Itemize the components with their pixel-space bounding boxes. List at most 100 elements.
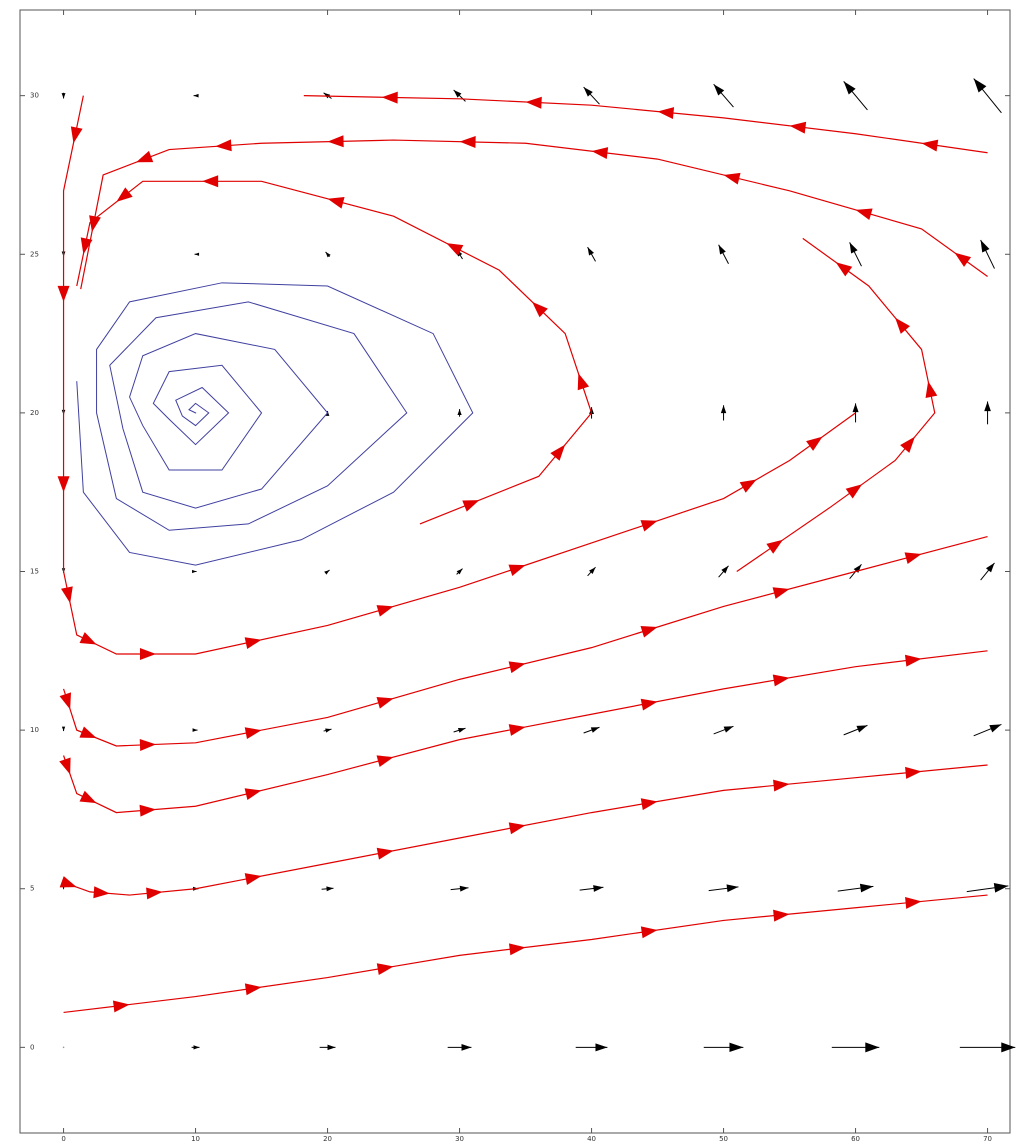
field-head: [1001, 1042, 1016, 1053]
field-head: [453, 89, 462, 98]
field-head: [325, 728, 332, 733]
stream-arrowhead: [376, 605, 394, 617]
field-head: [852, 403, 859, 413]
field-arrow: [713, 83, 734, 108]
stream-arrowhead: [244, 983, 262, 996]
field-arrow: [703, 1042, 744, 1053]
field-arrow: [321, 886, 334, 892]
stream-arrowhead: [508, 564, 526, 576]
field-arrow: [575, 1043, 608, 1052]
stream-arrowhead: [244, 788, 262, 800]
stream-arrowhead: [139, 804, 156, 817]
x-tick-label: 50: [719, 1135, 728, 1143]
field-head: [849, 242, 858, 254]
stream-arrowhead: [146, 887, 163, 900]
field-arrow: [62, 1046, 65, 1049]
y-tick-label: 5: [30, 885, 34, 893]
x-tick-label: 0: [61, 1135, 65, 1143]
field-head: [856, 725, 868, 733]
stream-arrowhead: [376, 755, 394, 767]
stream-arrowhead: [723, 172, 741, 185]
field-arrow: [447, 1043, 472, 1051]
field-head: [193, 1045, 200, 1050]
stream-arrowhead: [532, 301, 548, 318]
field-head: [985, 562, 995, 573]
field-arrow: [194, 252, 200, 256]
stream-arrowhead: [59, 692, 71, 710]
field-arrow: [708, 884, 739, 893]
stream-arrowhead: [900, 436, 915, 453]
stream-arrowhead: [904, 552, 922, 564]
stream-arrowhead: [508, 822, 526, 835]
field-arrow: [323, 728, 332, 733]
stream-arrowhead: [136, 150, 154, 163]
field-arrow: [713, 725, 734, 735]
field-arrow: [831, 1042, 880, 1053]
y-tick-label: 0: [30, 1043, 34, 1051]
field-head: [459, 885, 469, 892]
field-head: [192, 569, 197, 574]
field-arrow: [718, 565, 729, 578]
stream-arrowhead: [640, 798, 658, 811]
field-arrow: [852, 403, 859, 423]
field-arrow: [579, 885, 604, 892]
streamline: [736, 237, 936, 572]
field-arrow: [192, 569, 197, 574]
field-head: [859, 883, 874, 893]
streamline: [62, 95, 856, 655]
y-tick-label: 10: [30, 726, 39, 734]
stream-arrowhead: [79, 790, 97, 804]
field-arrow: [973, 78, 1002, 114]
stream-arrowhead: [766, 539, 783, 554]
streamline: [80, 139, 988, 290]
stream-arrowhead: [139, 647, 156, 660]
stream-arrowhead: [215, 139, 232, 152]
y-tick-label: 30: [30, 92, 39, 100]
stream-arrowhead: [446, 243, 464, 256]
x-tick-label: 30: [455, 1135, 464, 1143]
stream-arrowhead: [640, 520, 658, 532]
stream-arrowhead: [657, 107, 675, 120]
stream-arrowhead: [57, 476, 70, 493]
field-head: [720, 405, 727, 414]
streamline: [63, 894, 988, 1014]
field-head: [461, 1043, 472, 1051]
field-head: [193, 93, 199, 98]
field-head: [713, 84, 725, 96]
stream-arrowhead: [577, 373, 590, 391]
stream-arrowhead: [139, 739, 156, 752]
field-head: [326, 886, 334, 892]
field-head: [593, 885, 604, 892]
stream-arrowhead: [61, 586, 73, 604]
stream-arrowhead: [905, 896, 922, 909]
field-head: [721, 565, 729, 574]
field-arrow: [718, 244, 729, 265]
stream-arrowhead: [640, 926, 658, 939]
stream-arrowhead: [112, 1000, 130, 1013]
field-arrow: [61, 92, 66, 99]
field-head: [457, 409, 462, 415]
stream-arrowhead: [70, 126, 83, 144]
stream-arrowhead: [462, 500, 480, 512]
stream-arrowhead: [640, 698, 658, 711]
stream-arrowhead: [895, 317, 911, 334]
field-head: [194, 252, 200, 256]
field-arrow: [843, 724, 868, 736]
stream-arrowhead: [244, 727, 262, 740]
streamline: [62, 650, 988, 814]
stream-arrowhead: [550, 444, 566, 461]
field-head: [853, 564, 862, 573]
stream-arrowhead: [772, 674, 790, 687]
field-arrow: [325, 251, 331, 258]
stream-arrowhead: [59, 757, 71, 775]
field-head: [192, 728, 198, 732]
streamline: [303, 95, 988, 154]
field-arrow: [583, 86, 600, 105]
stream-arrowhead: [327, 135, 344, 148]
stream-arrowhead: [508, 943, 526, 956]
stream-arrowhead: [921, 139, 939, 152]
field-head: [589, 407, 594, 415]
stream-arrowhead: [93, 886, 110, 899]
streamline: [62, 536, 988, 747]
